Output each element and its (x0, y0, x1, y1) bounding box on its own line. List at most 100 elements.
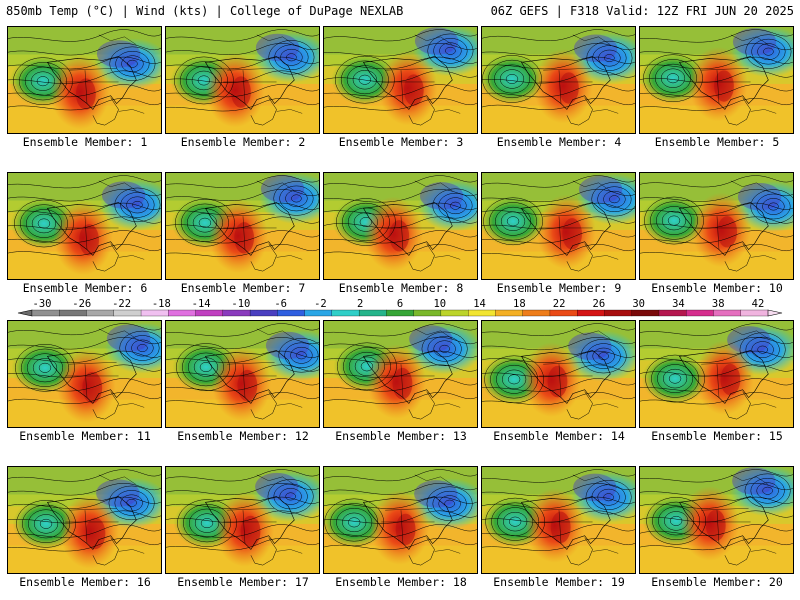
temperature-wind-map (166, 321, 319, 427)
temperature-wind-map (166, 173, 319, 279)
ensemble-member-label: Ensemble Member: 14 (493, 429, 625, 443)
colorbar-swatch (222, 309, 251, 317)
valid-time: 06Z GEFS | F318 Valid: 12Z FRI JUN 20 20… (490, 4, 794, 18)
temperature-wind-map (324, 467, 477, 573)
ensemble-map-panel (323, 26, 478, 134)
ensemble-map-panel (481, 466, 636, 574)
ensemble-member-label: Ensemble Member: 3 (338, 135, 464, 149)
colorbar-swatch (604, 309, 633, 317)
temperature-wind-map (640, 321, 793, 427)
temperature-wind-map (324, 27, 477, 133)
temperature-wind-map (8, 467, 161, 573)
colorbar-swatch (686, 309, 714, 317)
colorbar-swatch (113, 309, 142, 317)
temperature-wind-map (166, 467, 319, 573)
colorbar-tick-label: 6 (397, 298, 403, 310)
colorbar-swatch (740, 309, 769, 317)
colorbar-swatch (631, 309, 660, 317)
temperature-wind-map (166, 27, 319, 133)
colorbar-swatch (522, 309, 551, 317)
colorbar-tick-label: 38 (712, 298, 725, 310)
colorbar-swatch (713, 309, 742, 317)
colorbar-swatch (304, 309, 333, 317)
colorbar-tick-label: 2 (357, 298, 363, 310)
colorbar-swatch (549, 309, 578, 317)
colorbar-tick-label: 18 (513, 298, 526, 310)
map-title: 850mb Temp (°C) | Wind (kts) | College o… (6, 4, 404, 18)
ensemble-member-label: Ensemble Member: 2 (180, 135, 306, 149)
ensemble-map-panel (323, 172, 478, 280)
colorbar-swatch (577, 309, 605, 317)
colorbar-tick-label: 14 (473, 298, 486, 310)
colorbar-tick-label: -10 (231, 298, 250, 310)
ensemble-member-label: Ensemble Member: 20 (651, 575, 783, 589)
colorbar-swatch (467, 309, 496, 317)
temperature-wind-map (8, 27, 161, 133)
ensemble-member-label: Ensemble Member: 9 (496, 281, 622, 295)
colorbar-swatch (249, 309, 278, 317)
colorbar-tick-label: 10 (433, 298, 446, 310)
temperature-wind-map (640, 27, 793, 133)
ensemble-map-panel (7, 26, 162, 134)
ensemble-map-panel (481, 320, 636, 428)
temperature-wind-map (324, 321, 477, 427)
colorbar-tick-label: -18 (152, 298, 171, 310)
ensemble-map-panel (639, 172, 794, 280)
ensemble-map-panel (639, 320, 794, 428)
ensemble-member-label: Ensemble Member: 8 (338, 281, 464, 295)
temperature-wind-map (482, 467, 635, 573)
colorbar-min-arrow (17, 309, 33, 317)
ensemble-map-panel (165, 320, 320, 428)
temperature-wind-map (640, 467, 793, 573)
ensemble-member-label: Ensemble Member: 19 (493, 575, 625, 589)
colorbar-swatch (386, 309, 415, 317)
ensemble-map-panel (323, 320, 478, 428)
colorbar-swatch (277, 309, 306, 317)
ensemble-member-label: Ensemble Member: 4 (496, 135, 622, 149)
ensemble-map-panel (481, 26, 636, 134)
ensemble-member-label: Ensemble Member: 13 (335, 429, 467, 443)
colorbar-swatch (140, 309, 169, 317)
colorbar-swatch (168, 309, 197, 317)
colorbar-max-arrow (767, 309, 783, 317)
ensemble-map-panel (323, 466, 478, 574)
ensemble-map-panel (639, 466, 794, 574)
colorbar-tick-label: -30 (33, 298, 52, 310)
ensemble-member-label: Ensemble Member: 18 (335, 575, 467, 589)
colorbar-tick-label: 30 (632, 298, 645, 310)
temperature-wind-map (482, 27, 635, 133)
colorbar-swatch (413, 309, 442, 317)
ensemble-map-panel (7, 466, 162, 574)
colorbar-tick-label: 34 (672, 298, 685, 310)
colorbar-tick-label: 42 (752, 298, 765, 310)
colorbar-tick-label: -22 (112, 298, 131, 310)
ensemble-member-label: Ensemble Member: 1 (22, 135, 148, 149)
ensemble-map-panel (481, 172, 636, 280)
ensemble-map-panel (7, 320, 162, 428)
colorbar-swatch (59, 309, 87, 317)
colorbar-tick-label: 22 (553, 298, 566, 310)
colorbar-tick-label: -6 (274, 298, 287, 310)
temperature-wind-map (324, 173, 477, 279)
colorbar-swatch (658, 309, 687, 317)
ensemble-map-panel (165, 172, 320, 280)
temperature-wind-map (640, 173, 793, 279)
colorbar-swatch (440, 309, 469, 317)
ensemble-member-label: Ensemble Member: 7 (180, 281, 306, 295)
ensemble-member-label: Ensemble Member: 10 (651, 281, 783, 295)
ensemble-member-label: Ensemble Member: 5 (654, 135, 780, 149)
temperature-wind-map (482, 173, 635, 279)
colorbar-tick-label: 26 (593, 298, 606, 310)
colorbar-tick-label: -26 (72, 298, 91, 310)
colorbar-tick-label: -14 (192, 298, 211, 310)
temperature-wind-map (482, 321, 635, 427)
colorbar-swatch (331, 309, 360, 317)
temperature-colorbar: -30 -26 -22 -18 -14 -10 -6 -2 2 6 10 14 18 22 26 30 34 38… (17, 298, 783, 317)
ensemble-member-label: Ensemble Member: 17 (177, 575, 309, 589)
ensemble-member-label: Ensemble Member: 16 (19, 575, 151, 589)
ensemble-map-panel (7, 172, 162, 280)
ensemble-map-panel (165, 26, 320, 134)
ensemble-member-label: Ensemble Member: 6 (22, 281, 148, 295)
colorbar-swatch (31, 309, 60, 317)
ensemble-map-panel (639, 26, 794, 134)
